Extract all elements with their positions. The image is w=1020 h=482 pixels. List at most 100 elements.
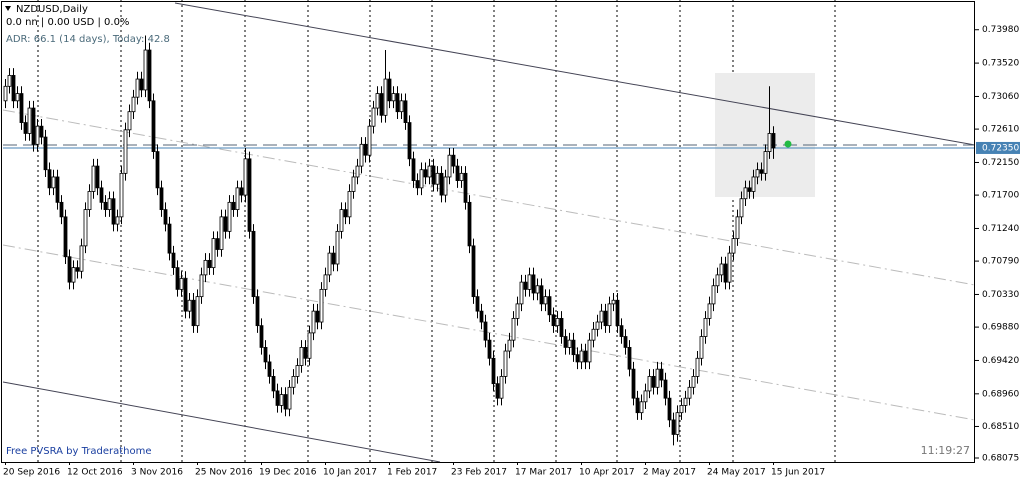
candle-body xyxy=(487,339,492,359)
candle-body xyxy=(303,347,308,359)
candle-body xyxy=(767,133,772,152)
candle-body xyxy=(415,180,420,189)
candle-body xyxy=(447,154,452,178)
candle-body xyxy=(367,125,372,156)
candle-body xyxy=(675,412,680,435)
y-tick-label: 0.71240 xyxy=(982,224,1019,234)
candle-body xyxy=(399,100,404,113)
y-tick-label: 0.68075 xyxy=(982,454,1019,464)
candle-body xyxy=(599,310,604,323)
candle-body xyxy=(323,274,328,290)
candle-body xyxy=(159,187,164,211)
candle-body xyxy=(3,85,8,102)
candle-body xyxy=(703,317,708,337)
candle-body xyxy=(63,216,68,258)
candle-body xyxy=(375,93,380,109)
candle-body xyxy=(663,379,668,399)
candle-body xyxy=(671,419,676,435)
candle-body xyxy=(111,198,116,225)
candle-body xyxy=(75,267,80,272)
candle-body xyxy=(275,390,280,406)
candle-body xyxy=(635,397,640,414)
candle-body xyxy=(295,365,300,377)
candle-body xyxy=(135,78,140,98)
signal-dot xyxy=(784,140,792,148)
x-tick-label: 10 Jan 2017 xyxy=(323,468,377,478)
candle-body xyxy=(99,187,104,203)
candle-body xyxy=(147,49,152,102)
x-tick-label: 17 Mar 2017 xyxy=(515,468,572,478)
candle-body xyxy=(547,296,552,316)
candle-body xyxy=(7,75,12,87)
candle-body xyxy=(623,336,628,348)
candle-body xyxy=(359,143,364,167)
candle-body xyxy=(583,350,588,363)
candle-body xyxy=(731,238,736,254)
candle-body xyxy=(395,93,400,113)
candle-body xyxy=(431,165,436,185)
candle-body xyxy=(35,125,40,145)
candle-body xyxy=(603,310,608,327)
x-tick-label: 25 Nov 2016 xyxy=(195,468,253,478)
candle-body xyxy=(607,303,612,327)
y-tick-label: 0.69880 xyxy=(982,323,1019,333)
candle-body xyxy=(491,357,496,385)
candle-body xyxy=(495,383,500,399)
candle-body xyxy=(139,78,144,91)
candle-body xyxy=(163,209,168,225)
candle-body xyxy=(539,285,544,305)
candle-body xyxy=(315,310,320,323)
x-tick-label: 24 May 2017 xyxy=(707,468,766,478)
y-tick-label: 0.73980 xyxy=(982,25,1019,35)
candle-body xyxy=(327,252,332,276)
candle-body xyxy=(151,100,156,152)
candle-body xyxy=(155,151,160,189)
candle-body xyxy=(543,296,548,305)
candle-body xyxy=(451,154,456,167)
candle-body xyxy=(435,172,440,185)
candle-body xyxy=(679,405,684,414)
candle-body xyxy=(59,201,64,218)
candle-body xyxy=(439,172,444,196)
candle-body xyxy=(619,325,624,337)
candle-body xyxy=(211,238,216,269)
trend-line xyxy=(2,381,441,463)
candle-body xyxy=(299,347,304,366)
account-info: 0.0 nn | 0.00 USD | 0.0% xyxy=(6,17,129,28)
candle-body xyxy=(647,376,652,392)
candle-body xyxy=(691,376,696,388)
candle-body xyxy=(735,216,740,240)
candle-body xyxy=(479,310,484,323)
candle-body xyxy=(527,274,532,290)
candle-body xyxy=(715,274,720,287)
candle-body xyxy=(531,274,536,294)
candle-body xyxy=(771,133,776,149)
candle-body xyxy=(255,296,260,327)
candle-body xyxy=(563,336,568,348)
candle-body xyxy=(695,357,700,377)
candle-body xyxy=(131,96,136,113)
y-tick-label: 0.70790 xyxy=(982,257,1019,267)
candle-body xyxy=(611,299,616,305)
candle-body xyxy=(443,176,448,196)
candle-body xyxy=(723,263,728,283)
candle-body xyxy=(143,49,148,91)
candle-body xyxy=(755,169,760,178)
candle-body xyxy=(655,368,660,388)
y-tick-label: 0.73060 xyxy=(982,92,1019,102)
x-tick-label: 23 Feb 2017 xyxy=(451,468,507,478)
candle-body xyxy=(459,172,464,181)
menu-icon[interactable] xyxy=(5,6,11,11)
candle-body xyxy=(199,274,204,298)
candle-body xyxy=(719,263,724,276)
y-tick-label: 0.73520 xyxy=(982,59,1019,69)
candle-body xyxy=(567,339,572,348)
candle-body xyxy=(575,354,580,363)
candle-body xyxy=(363,143,368,156)
candle-body xyxy=(383,78,388,116)
candle-body xyxy=(115,216,120,225)
candle-body xyxy=(87,191,92,211)
candle-body xyxy=(267,361,272,377)
plot xyxy=(3,35,975,446)
